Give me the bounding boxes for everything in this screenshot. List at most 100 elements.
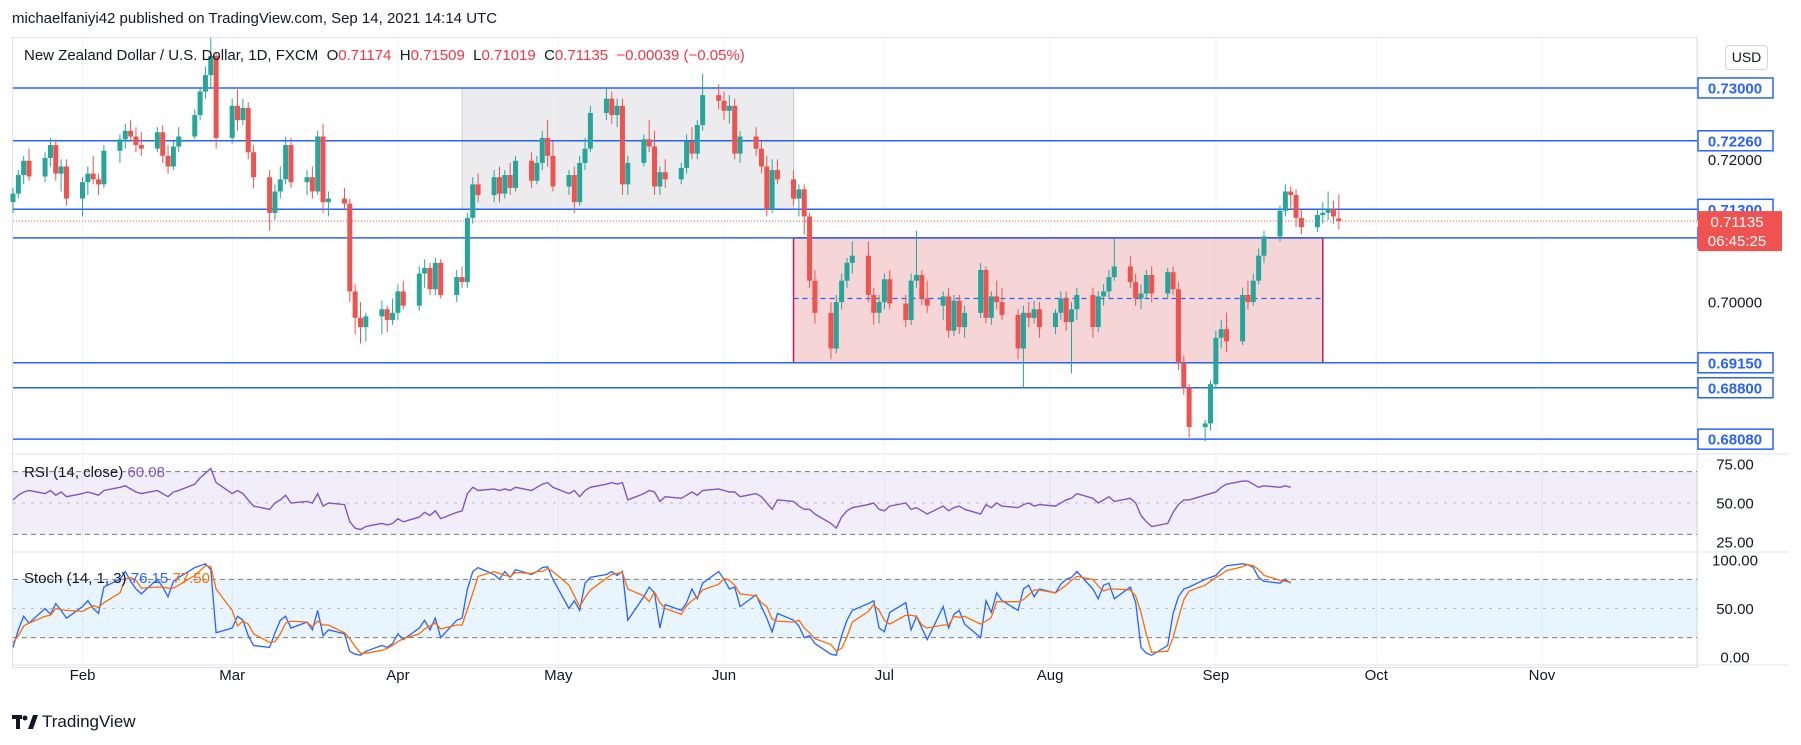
candle-body-down — [309, 177, 315, 192]
candle-body-up — [796, 189, 802, 199]
current-price-label: 0.71135 — [1710, 214, 1763, 231]
candle-body-down — [646, 139, 652, 147]
candle-body-up — [170, 146, 176, 167]
candle-body-down — [1063, 298, 1069, 323]
candle-body-up — [684, 141, 690, 168]
candle-body-down — [267, 177, 273, 213]
level-label: 0.68080 — [1708, 432, 1762, 449]
candle-body-up — [1020, 312, 1026, 349]
candle-body-down — [764, 166, 770, 210]
candle-body-up — [839, 280, 845, 303]
rsi-tick-label: 75.00 — [1716, 456, 1754, 473]
currency-button[interactable]: USD — [1725, 45, 1768, 70]
candle-body-up — [694, 125, 700, 154]
candle-body-up — [582, 148, 588, 163]
candle-body-down — [438, 262, 444, 295]
publisher-header: michaelfaniyi42 published on TradingView… — [12, 10, 498, 27]
candle-body-up — [1250, 280, 1256, 303]
candle-body-up — [379, 309, 385, 317]
candle-body-down — [26, 160, 32, 177]
candle-body-down — [63, 166, 69, 199]
candle-body-up — [304, 177, 310, 183]
stoch-k-series-line — [12, 563, 1292, 656]
candle-body-up — [726, 105, 732, 111]
stoch-d-value: 77.50 — [172, 570, 210, 587]
candle-body-up — [876, 302, 882, 313]
candle-body-down — [133, 136, 139, 146]
footer-logo-text: TradingView — [42, 712, 136, 731]
candle-body-down — [1090, 294, 1096, 328]
rsi-series-line — [12, 467, 1291, 531]
date-tick-label: Jul — [875, 667, 894, 684]
price-tick-label: 0.72000 — [1708, 152, 1762, 169]
candle-body-down — [721, 100, 727, 111]
candle-body-down — [812, 280, 818, 313]
candle-body-up — [1240, 294, 1246, 342]
tradingview-logo-icon — [12, 715, 38, 729]
candle-body-up — [240, 107, 246, 121]
candle-body-up — [849, 255, 855, 263]
symbol-title[interactable]: New Zealand Dollar / U.S. Dollar, 1D, FX… — [24, 47, 319, 64]
date-tick-label: Feb — [70, 667, 96, 684]
high-value: 0.71509 — [410, 47, 465, 64]
candle-body-down — [245, 107, 251, 153]
candle-body-down — [1181, 362, 1187, 388]
candle-body-down — [160, 132, 166, 156]
footer-logo[interactable]: TradingView — [12, 712, 136, 732]
candle-body-down — [1336, 218, 1342, 222]
candle-body-up — [315, 136, 321, 192]
rsi-label[interactable]: RSI (14, close) — [24, 464, 124, 481]
candle-body-down — [924, 298, 930, 306]
low-label: L — [473, 47, 482, 64]
candle-body-down — [1245, 294, 1251, 303]
candle-body-up — [1143, 274, 1149, 294]
candle-body-up — [737, 136, 743, 154]
candle-body-up — [416, 273, 422, 306]
level-label: 0.73000 — [1708, 80, 1762, 97]
candle-body-up — [657, 172, 663, 187]
date-tick-label: May — [544, 667, 573, 684]
candle-body-up — [1208, 384, 1214, 424]
horizontal-levels[interactable]: 0.730000.722600.713000.709000.691500.688… — [13, 77, 1782, 450]
candle-body-down — [1127, 266, 1133, 283]
candle-body-down — [1026, 312, 1032, 318]
candle-body-up — [47, 145, 53, 158]
candle-body-up — [432, 262, 438, 290]
candle-body-down — [716, 95, 722, 101]
candle-body-down — [1015, 314, 1021, 349]
candle-body-down — [1133, 282, 1139, 299]
candle-body-up — [229, 105, 235, 138]
candle-body-up — [491, 177, 497, 196]
candle-body-up — [21, 160, 27, 176]
candle-body-up — [1031, 309, 1037, 318]
candle-body-down — [384, 309, 390, 320]
candle-body-down — [956, 300, 962, 328]
symbol-legend: New Zealand Dollar / U.S. Dollar, 1D, FX… — [24, 47, 745, 64]
candle-body-up — [513, 160, 519, 188]
countdown-label: 06:45:25 — [1708, 233, 1766, 250]
stoch-k-value: 76.15 — [130, 570, 169, 587]
candle-body-up — [641, 139, 647, 163]
candle-body-up — [1320, 212, 1326, 216]
candle-body-down — [53, 145, 59, 174]
candles — [10, 38, 1342, 442]
stoch-label[interactable]: Stoch (14, 1, 3) — [24, 570, 127, 587]
candle-body-down — [213, 55, 219, 138]
candle-body-up — [79, 182, 85, 199]
candle-body-down — [1330, 209, 1336, 217]
candle-body-down — [165, 155, 171, 167]
candle-body-up — [539, 137, 545, 163]
candle-body-up — [678, 167, 684, 180]
candle-body-down — [571, 175, 577, 203]
candle-body-down — [946, 296, 952, 331]
candle-body-down — [400, 291, 406, 306]
candle-body-down — [529, 160, 535, 181]
level-label: 0.68800 — [1708, 380, 1762, 397]
candle-body-down — [550, 155, 556, 187]
candle-body-down — [774, 170, 780, 180]
candle-body-down — [903, 303, 909, 320]
candle-body-down — [1175, 289, 1181, 363]
rsi-tick-label: 50.00 — [1716, 496, 1754, 513]
candle-body-up — [85, 173, 91, 183]
